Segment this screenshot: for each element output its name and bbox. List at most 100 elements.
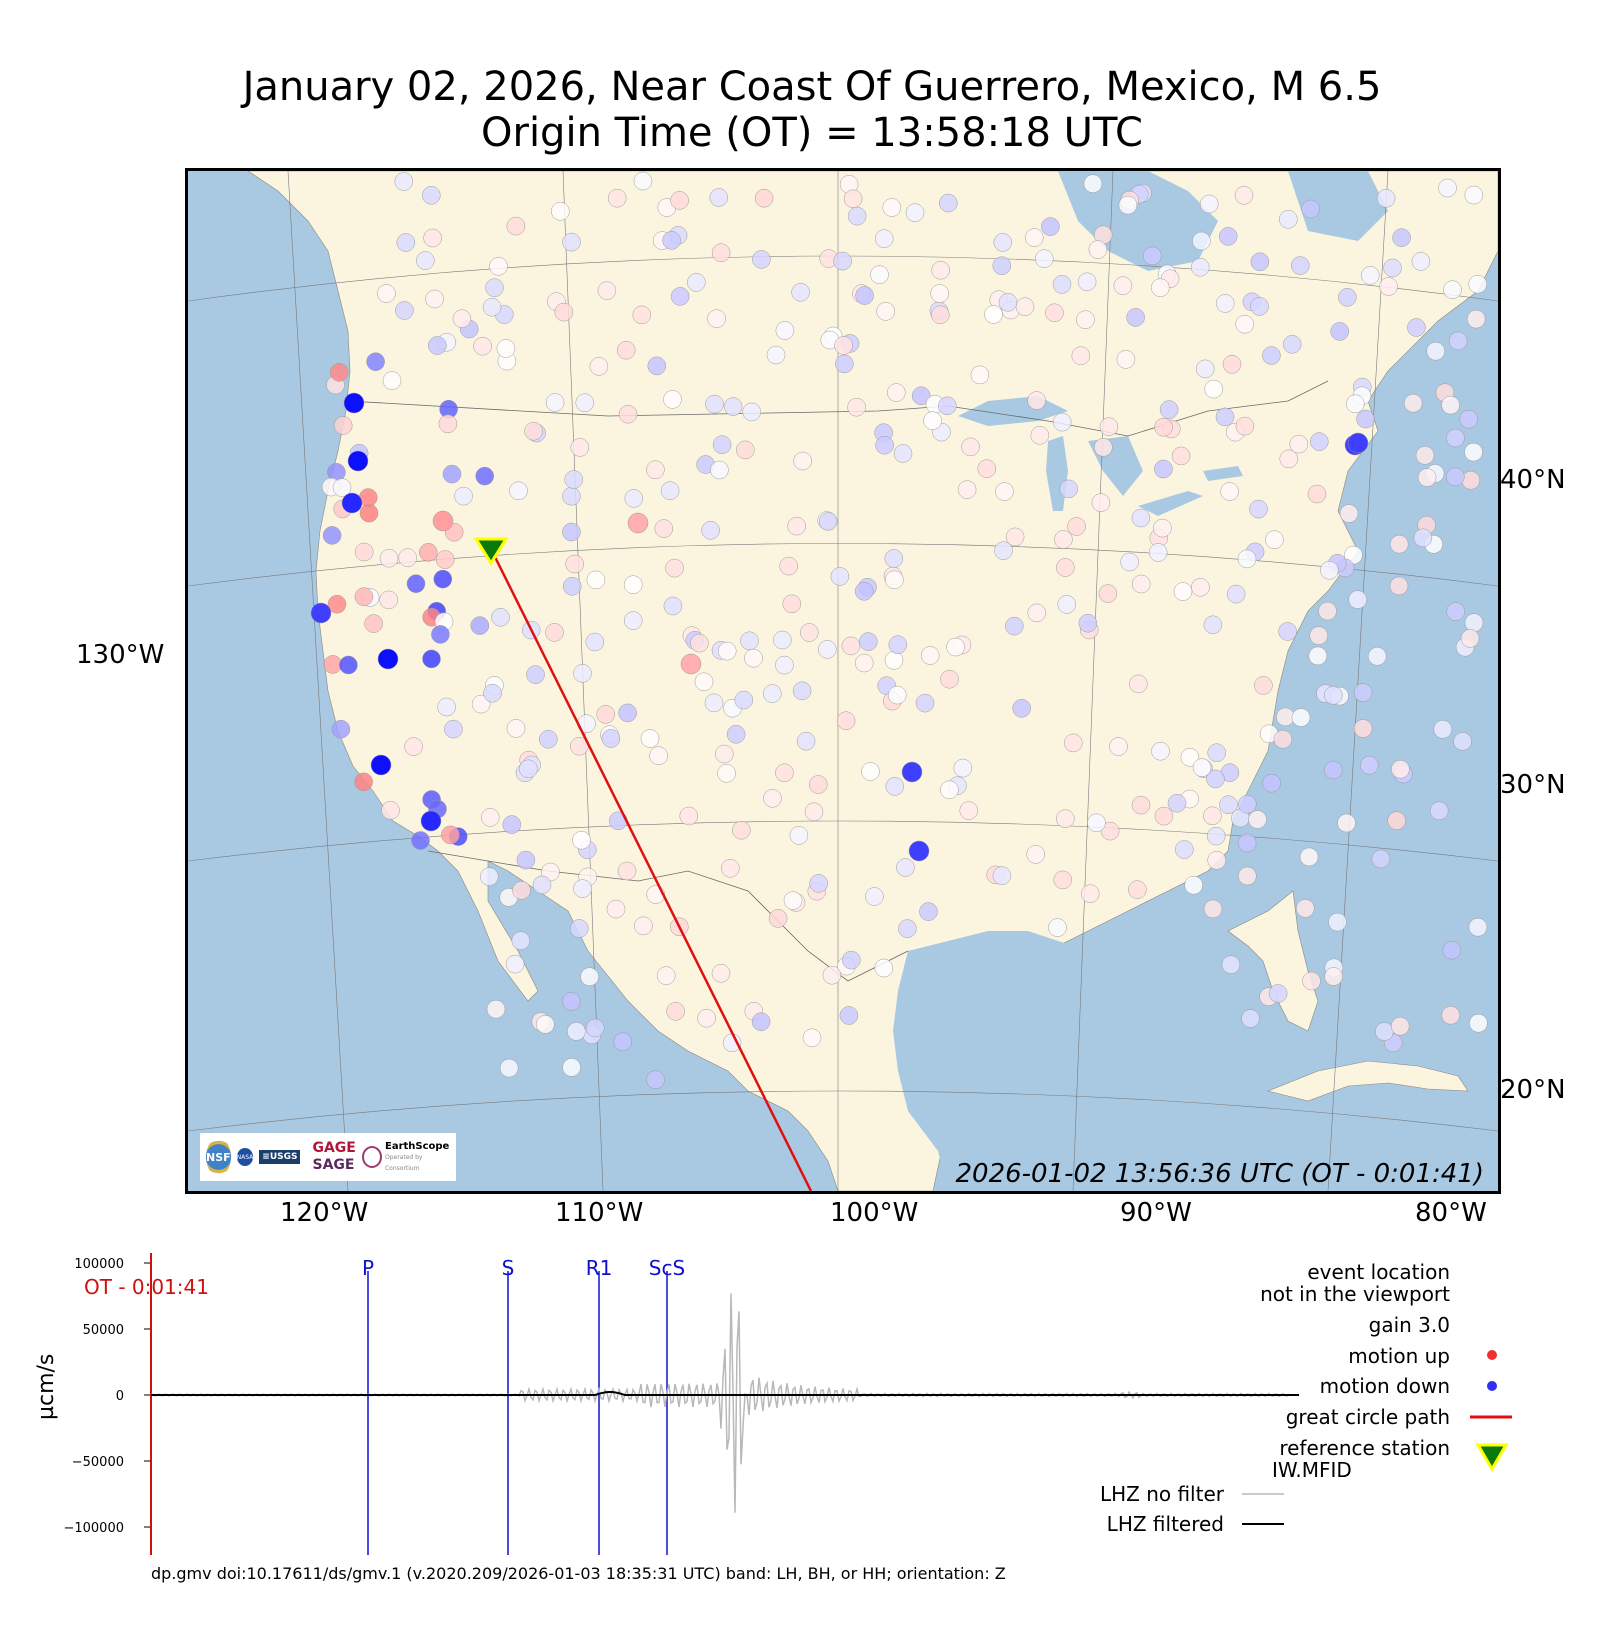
station-dot: [723, 397, 743, 416]
station-dot: [995, 482, 1014, 501]
station-dot: [1320, 561, 1339, 580]
station-dot: [1159, 400, 1179, 419]
station-dot: [1371, 849, 1391, 869]
station-dot: [1015, 297, 1035, 316]
y-tick-50000: 50000: [83, 1323, 124, 1338]
station-dot: [931, 305, 950, 325]
station-dot: [1026, 845, 1045, 864]
station-dot: [802, 1028, 822, 1048]
station-dot: [1426, 341, 1445, 361]
station-dot: [740, 631, 759, 651]
station-dot: [1206, 769, 1225, 789]
station-dot: [1438, 178, 1457, 198]
station-dot: [398, 548, 417, 567]
station-dot: [1387, 811, 1406, 830]
station-dot: [623, 575, 643, 594]
station-dot: [623, 611, 643, 630]
station-dot: [1429, 801, 1449, 821]
station-dot: [1338, 288, 1357, 307]
station-dot: [670, 287, 690, 306]
station-dot: [562, 522, 581, 542]
station-dot: [1347, 432, 1369, 454]
station-dot: [1360, 755, 1379, 775]
station-dot: [884, 549, 904, 568]
station-dot: [580, 967, 599, 986]
station-dot: [354, 772, 373, 792]
station-dot: [617, 861, 637, 881]
station-dot: [396, 233, 416, 252]
sponsor-logos: NSF NASA ≡USGS GAGE SAGE EarthScope Oper…: [200, 1133, 456, 1181]
station-dot: [1403, 393, 1423, 413]
station-dot: [1143, 246, 1162, 266]
station-dot: [1238, 794, 1257, 814]
station-dot: [420, 810, 442, 832]
station-dot: [506, 719, 526, 738]
station-dot: [1262, 346, 1281, 365]
station-dot: [1235, 314, 1254, 334]
station-dot: [1027, 391, 1046, 410]
station-dot: [323, 655, 343, 674]
station-dot: [1279, 449, 1299, 469]
station-dot: [835, 354, 854, 374]
station-dot: [329, 363, 349, 382]
station-dot: [930, 284, 949, 303]
station-markers: [310, 171, 1488, 1089]
phase-r1: R1: [586, 1256, 613, 1280]
station-dot: [485, 278, 504, 297]
station-dot: [425, 289, 444, 309]
station-dot: [471, 694, 491, 714]
station-dot: [1191, 578, 1210, 597]
station-dot: [1131, 508, 1151, 528]
legend-lhz-filtered: LHZ filtered: [1106, 1512, 1224, 1536]
station-dot: [957, 480, 977, 499]
station-dot: [562, 486, 581, 506]
station-dot: [1091, 493, 1111, 512]
lake-ontario: [1203, 466, 1243, 481]
station-dot: [1118, 195, 1138, 215]
station-dot: [1346, 394, 1365, 414]
station-dot: [721, 859, 740, 878]
lon-label-110: 110°W: [555, 1198, 644, 1228]
station-dot: [597, 281, 617, 300]
phase-p: P: [362, 1256, 374, 1280]
station-dot: [1356, 409, 1375, 429]
nsf-logo: NSF: [206, 1138, 231, 1176]
station-dot: [333, 416, 353, 435]
station-dot: [744, 648, 763, 668]
station-dot: [1131, 574, 1151, 594]
y-axis-ticks: 100000 50000 0 −50000 −100000: [63, 1257, 152, 1536]
station-dot: [1282, 335, 1302, 354]
station-dot: [570, 438, 590, 457]
station-dot: [509, 481, 528, 501]
station-dot: [1460, 629, 1480, 648]
station-dot: [406, 574, 426, 593]
station-dot: [717, 641, 737, 661]
station-dot: [565, 554, 584, 574]
station-dot: [512, 881, 531, 900]
station-dot: [428, 336, 447, 355]
station-dot: [885, 777, 905, 796]
station-dot: [419, 543, 438, 562]
station-dot: [1353, 683, 1373, 702]
station-dot: [1219, 795, 1238, 814]
station-dot: [634, 916, 653, 936]
station-dot: [843, 189, 863, 209]
station-dot: [1226, 584, 1246, 604]
station-dot: [1218, 227, 1238, 246]
station-dot: [1464, 442, 1483, 462]
station-dot: [601, 729, 621, 748]
station-dot: [859, 632, 878, 651]
station-dot: [861, 762, 880, 781]
station-dot: [649, 746, 668, 765]
legend-reference-code: IW.MFID: [1272, 1458, 1352, 1482]
station-dot: [1415, 446, 1435, 465]
hudson-bay: [1058, 171, 1218, 271]
station-dot: [793, 451, 812, 471]
station-dot: [1154, 459, 1173, 479]
station-dot: [640, 729, 660, 748]
station-dot: [715, 744, 734, 764]
legend-gain: gain 3.0: [1368, 1313, 1450, 1337]
phase-markers: P S R1 ScS: [362, 1256, 685, 1555]
station-dot: [1413, 528, 1433, 548]
station-dot: [1052, 275, 1072, 294]
